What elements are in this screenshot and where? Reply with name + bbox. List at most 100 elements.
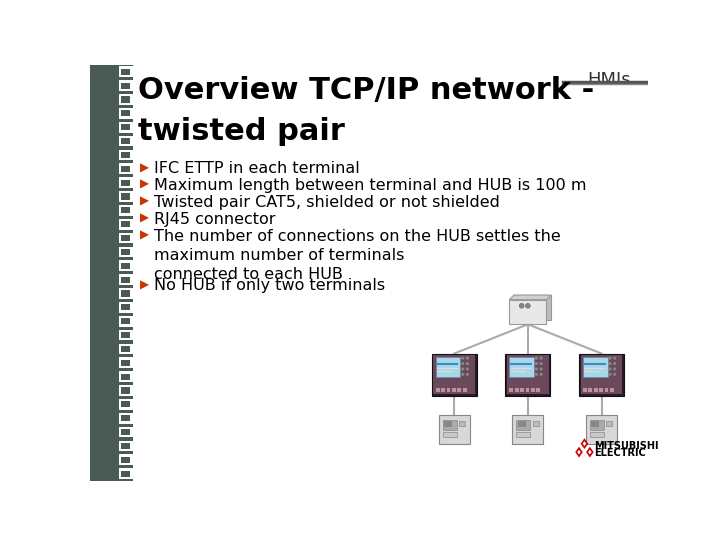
Bar <box>119 316 132 327</box>
Bar <box>121 429 130 435</box>
Bar <box>119 205 132 215</box>
Bar <box>119 164 132 174</box>
Circle shape <box>613 356 616 360</box>
Circle shape <box>608 373 611 376</box>
Bar <box>121 276 130 283</box>
Bar <box>463 388 467 392</box>
Text: ▶: ▶ <box>140 178 149 191</box>
Bar <box>90 65 132 481</box>
Bar <box>121 470 130 477</box>
Text: HMIs: HMIs <box>588 71 631 89</box>
Bar <box>514 295 551 320</box>
Circle shape <box>466 367 469 370</box>
Circle shape <box>466 362 469 365</box>
Circle shape <box>462 356 464 360</box>
Bar <box>121 249 130 255</box>
Bar <box>446 388 451 392</box>
Bar <box>119 94 132 105</box>
Bar <box>513 415 544 444</box>
Bar <box>605 388 608 392</box>
Circle shape <box>535 356 538 360</box>
Bar <box>586 415 617 444</box>
Bar <box>121 374 130 380</box>
Bar <box>441 388 445 392</box>
Text: Overview TCP/IP network -: Overview TCP/IP network - <box>138 76 594 105</box>
Bar <box>119 385 132 396</box>
Text: Maximum length between terminal and HUB is 100 m: Maximum length between terminal and HUB … <box>153 178 586 193</box>
Bar <box>121 235 130 241</box>
Bar <box>119 427 132 437</box>
Bar <box>432 354 477 396</box>
Bar <box>533 421 539 426</box>
Bar <box>583 356 608 377</box>
Circle shape <box>535 373 538 376</box>
Bar <box>119 233 132 244</box>
Bar <box>119 399 132 410</box>
Polygon shape <box>577 450 581 455</box>
Bar <box>509 388 513 392</box>
Bar <box>594 388 598 392</box>
Text: ▶: ▶ <box>140 229 149 242</box>
Bar <box>119 413 132 423</box>
Bar <box>610 388 614 392</box>
Bar <box>580 355 622 394</box>
Bar <box>119 219 132 230</box>
Bar <box>599 388 603 392</box>
Bar <box>459 421 465 426</box>
Text: ▶: ▶ <box>140 195 149 208</box>
Circle shape <box>535 362 538 365</box>
Bar <box>516 432 530 437</box>
Polygon shape <box>586 447 594 457</box>
Bar <box>121 166 130 172</box>
Circle shape <box>526 303 530 308</box>
Circle shape <box>466 356 469 360</box>
Polygon shape <box>588 450 592 455</box>
Bar <box>119 108 132 119</box>
Circle shape <box>462 373 464 376</box>
Circle shape <box>613 367 616 370</box>
Bar <box>119 343 132 354</box>
Circle shape <box>539 362 543 365</box>
Bar <box>507 355 549 394</box>
Bar <box>121 124 130 130</box>
Bar <box>119 122 132 132</box>
Bar <box>121 387 130 394</box>
Bar <box>520 388 524 392</box>
Bar <box>121 138 130 144</box>
Bar <box>536 388 540 392</box>
Text: ▶: ▶ <box>140 212 149 225</box>
Bar <box>119 136 132 146</box>
Bar <box>119 468 132 479</box>
Circle shape <box>519 303 524 308</box>
Bar <box>436 356 461 377</box>
Bar <box>433 355 475 394</box>
Bar <box>438 415 469 444</box>
Circle shape <box>613 362 616 365</box>
Bar <box>119 302 132 313</box>
Bar <box>121 152 130 158</box>
Bar <box>119 191 132 202</box>
Bar <box>509 356 534 377</box>
Bar <box>119 357 132 368</box>
Bar <box>119 177 132 188</box>
Bar <box>121 96 130 103</box>
Text: ▶: ▶ <box>140 278 149 291</box>
Bar <box>121 332 130 338</box>
Bar <box>579 354 624 396</box>
Bar <box>119 80 132 91</box>
Bar <box>121 318 130 325</box>
Bar <box>119 150 132 160</box>
Bar <box>509 300 546 325</box>
Bar <box>588 388 593 392</box>
Bar <box>121 360 130 366</box>
Circle shape <box>608 367 611 370</box>
Circle shape <box>535 367 538 370</box>
Bar <box>119 441 132 451</box>
Bar <box>119 330 132 340</box>
Bar <box>121 83 130 89</box>
Bar <box>121 291 130 296</box>
Text: The number of connections on the HUB settles the
maximum number of terminals
con: The number of connections on the HUB set… <box>153 229 560 282</box>
Circle shape <box>608 362 611 365</box>
Text: ELECTRIC: ELECTRIC <box>594 448 646 458</box>
Bar <box>119 455 132 465</box>
